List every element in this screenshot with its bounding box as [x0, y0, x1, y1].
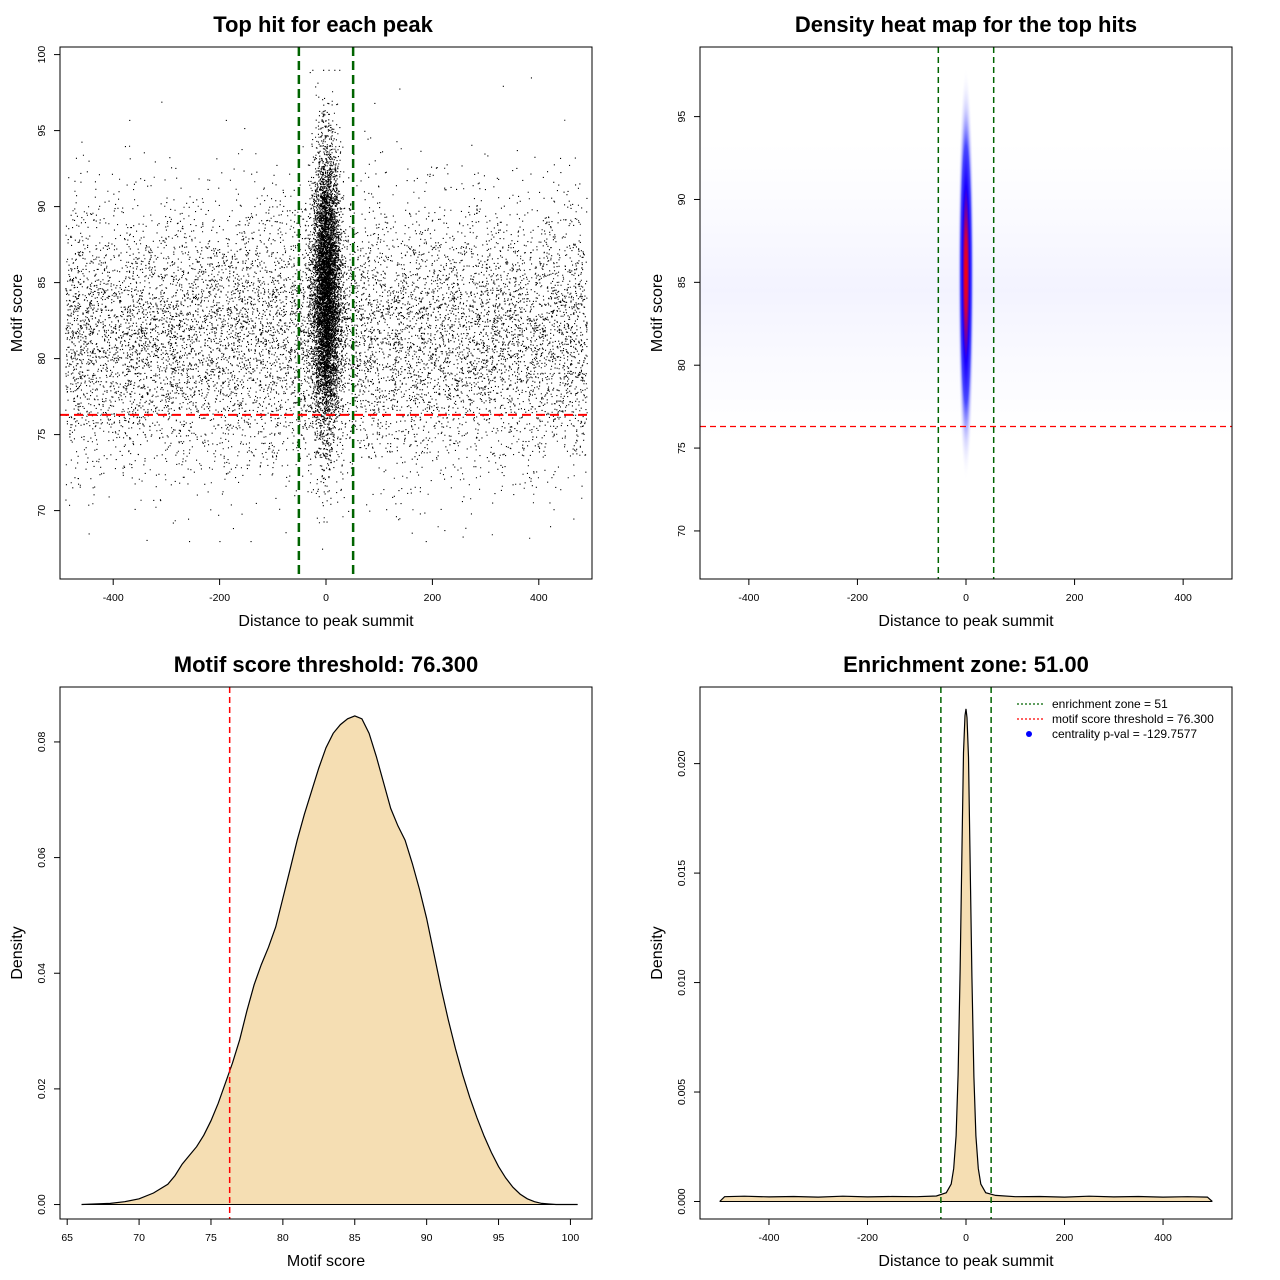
distance-density-xtick-label: -400 — [758, 1232, 779, 1244]
score-density-ytick-label: 0.08 — [36, 732, 48, 753]
distance-density-ytick-label: 0.010 — [676, 969, 688, 995]
score-density-axes: 65 70 75 80 85 90 95 100 0.00 0.02 0.04 0.06 0.08 — [36, 732, 579, 1244]
scatter-ytick-label: 80 — [36, 353, 48, 365]
heatmap-xtick-label: -200 — [847, 592, 868, 604]
heatmap-xtick-label: 200 — [1066, 592, 1084, 604]
distance-density-xtick-label: 400 — [1154, 1232, 1172, 1244]
distance-density-xtick-label: -200 — [857, 1232, 878, 1244]
score-density-xtick-label: 65 — [61, 1232, 73, 1244]
distance-density-axes: -400 -200 0 200 400 0.000 0.005 0.010 0.015 0.020 — [676, 750, 1172, 1244]
distance-density-ylabel: Density — [649, 926, 666, 979]
heatmap-plot-area — [700, 47, 1232, 579]
heatmap-xlabel: Distance to peak summit — [878, 613, 1054, 630]
scatter-title: Top hit for each peak — [213, 12, 433, 37]
score-density-ylabel: Density — [9, 926, 26, 979]
distance-density-area-fill — [719, 708, 1213, 1202]
score-density-area-fill — [81, 715, 578, 1205]
distance-density-xlabel: Distance to peak summit — [878, 1253, 1054, 1270]
score-density-xtick-label: 70 — [133, 1232, 145, 1244]
score-density-ytick-label: 0.06 — [36, 847, 48, 868]
score-density-density-curve — [81, 715, 578, 1206]
score-density-plot-area — [81, 687, 578, 1219]
distance-density-title: Enrichment zone: 51.00 — [843, 652, 1089, 677]
score-density-ytick-label: 0.02 — [36, 1079, 48, 1100]
heatmap-ytick-label: 85 — [676, 276, 688, 288]
distance-density-plot-area — [719, 687, 1213, 1219]
scatter-xtick-label: 400 — [530, 592, 548, 604]
scatter-axes: -400 -200 0 200 400 70 75 80 85 90 95 100 — [36, 46, 548, 604]
score-density-xtick-label: 95 — [493, 1232, 505, 1244]
distance-density-ytick-label: 0.000 — [676, 1188, 688, 1214]
scatter-ytick-label: 95 — [36, 125, 48, 137]
heatmap-density-peak — [957, 66, 975, 482]
scatter-ytick-label: 70 — [36, 505, 48, 517]
scatter-xtick-label: -400 — [103, 592, 124, 604]
heatmap-ytick-label: 80 — [676, 359, 688, 371]
distance-density-density-curve — [719, 708, 1213, 1202]
scatter-ylabel: Motif score — [9, 274, 26, 352]
panel-score-density: Motif score threshold: 76.300 65 70 75 80 85… — [9, 652, 593, 1270]
score-density-xlabel: Motif score — [287, 1253, 365, 1270]
legend-centrality-dot — [1026, 731, 1032, 737]
scatter-ytick-label: 100 — [36, 46, 48, 64]
distance-density-ytick-label: 0.005 — [676, 1079, 688, 1105]
scatter-ytick-label: 85 — [36, 277, 48, 289]
distance-density-xtick-label: 200 — [1056, 1232, 1074, 1244]
score-density-xtick-label: 85 — [349, 1232, 361, 1244]
heatmap-xtick-label: 400 — [1174, 592, 1192, 604]
heatmap-ytick-label: 70 — [676, 525, 688, 537]
scatter-frame — [59, 46, 593, 580]
score-density-frame — [59, 686, 593, 1220]
panel-scatter: Top hit for each peak -400 -200 0 200 400 70 7… — [9, 12, 593, 630]
scatter-xtick-label: 0 — [323, 592, 329, 604]
score-density-ytick-label: 0.00 — [36, 1194, 48, 1215]
heatmap-ytick-label: 95 — [676, 111, 688, 123]
score-density-xtick-label: 80 — [277, 1232, 289, 1244]
panel-heatmap: Density heat map for the top hits -400 -2… — [649, 12, 1233, 630]
scatter-xtick-label: -200 — [209, 592, 230, 604]
distance-density-frame — [699, 686, 1233, 1220]
heatmap-xtick-label: 0 — [963, 592, 969, 604]
distance-density-ytick-label: 0.015 — [676, 860, 688, 886]
scatter-xtick-label: 200 — [424, 592, 442, 604]
scatter-plot-area — [60, 47, 592, 579]
scatter-point-group — [300, 69, 357, 550]
heatmap-frame — [699, 46, 1233, 580]
distance-density-xtick-label: 0 — [963, 1232, 969, 1244]
heatmap-title: Density heat map for the top hits — [795, 12, 1137, 37]
scatter-xlabel: Distance to peak summit — [238, 613, 414, 630]
heatmap-ylabel: Motif score — [649, 274, 666, 352]
panel-distance-density: Enrichment zone: 51.00 -400 -200 0 200 400 0.… — [649, 652, 1233, 1270]
scatter-ytick-label: 75 — [36, 429, 48, 441]
heatmap-axes: -400 -200 0 200 400 70 75 80 85 90 95 — [676, 111, 1192, 604]
score-density-ytick-label: 0.04 — [36, 963, 48, 984]
legend-centrality-label: centrality p-val = -129.7577 — [1052, 727, 1197, 741]
heatmap-ytick-label: 75 — [676, 442, 688, 454]
heatmap-ytick-label: 90 — [676, 193, 688, 205]
legend-enrichment-zone-label: enrichment zone = 51 — [1052, 697, 1168, 711]
score-density-xtick-label: 100 — [562, 1232, 580, 1244]
legend-motif-threshold-label: motif score threshold = 76.300 — [1052, 712, 1214, 726]
score-density-xtick-label: 75 — [205, 1232, 217, 1244]
heatmap-xtick-label: -400 — [738, 592, 759, 604]
distance-density-legend: enrichment zone = 51 motif score thresho… — [1017, 697, 1214, 741]
distance-density-ytick-label: 0.020 — [676, 750, 688, 776]
scatter-ytick-label: 90 — [36, 201, 48, 213]
score-density-title: Motif score threshold: 76.300 — [174, 652, 478, 677]
score-density-xtick-label: 90 — [421, 1232, 433, 1244]
